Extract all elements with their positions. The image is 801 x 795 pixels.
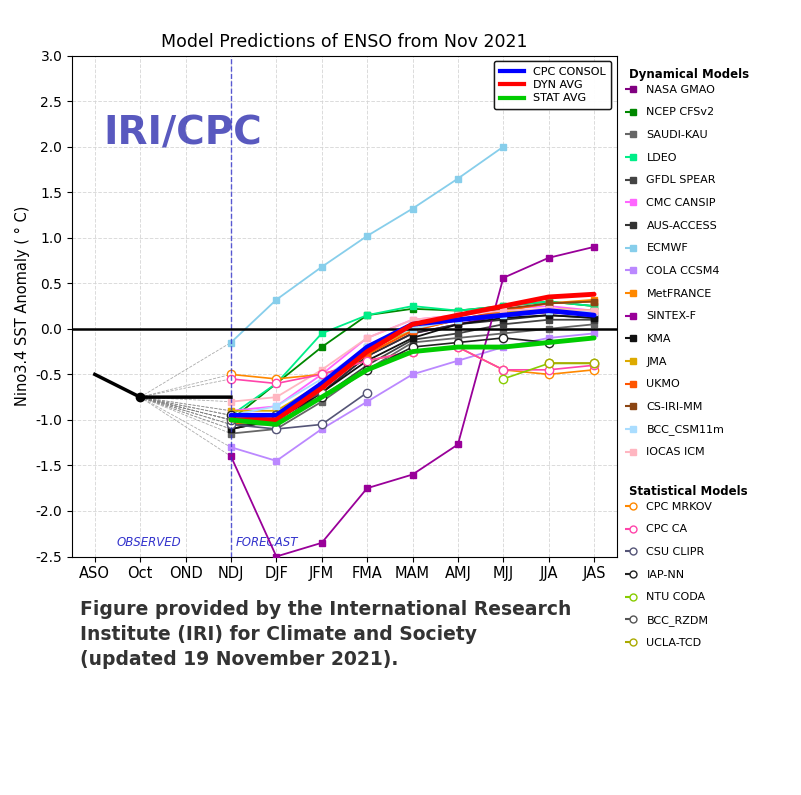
Text: CPC CA: CPC CA [646, 525, 687, 534]
Text: MetFRANCE: MetFRANCE [646, 289, 711, 299]
Text: CPC MRKOV: CPC MRKOV [646, 502, 712, 512]
Text: LDEO: LDEO [646, 153, 677, 163]
Text: OBSERVED: OBSERVED [117, 536, 182, 549]
Text: COLA CCSM4: COLA CCSM4 [646, 266, 720, 276]
Title: Model Predictions of ENSO from Nov 2021: Model Predictions of ENSO from Nov 2021 [161, 33, 528, 52]
Text: GFDL SPEAR: GFDL SPEAR [646, 176, 716, 185]
Text: SINTEX-F: SINTEX-F [646, 312, 696, 321]
Text: Statistical Models: Statistical Models [629, 485, 747, 498]
Text: JMA: JMA [646, 357, 667, 366]
Text: CSU CLIPR: CSU CLIPR [646, 547, 705, 557]
Text: IOCAS ICM: IOCAS ICM [646, 448, 705, 457]
Text: CS-IRI-MM: CS-IRI-MM [646, 402, 702, 412]
Text: SAUDI-KAU: SAUDI-KAU [646, 130, 708, 140]
Y-axis label: Nino3.4 SST Anomaly ( ° C): Nino3.4 SST Anomaly ( ° C) [15, 206, 30, 406]
Text: UCLA-TCD: UCLA-TCD [646, 638, 702, 648]
Text: NCEP CFSv2: NCEP CFSv2 [646, 107, 714, 118]
Text: IRI/CPC: IRI/CPC [103, 114, 262, 153]
Text: UKMO: UKMO [646, 379, 680, 390]
Text: KMA: KMA [646, 334, 671, 344]
Text: Dynamical Models: Dynamical Models [629, 68, 749, 80]
Legend: CPC CONSOL, DYN AVG, STAT AVG: CPC CONSOL, DYN AVG, STAT AVG [494, 61, 611, 109]
Text: NTU CODA: NTU CODA [646, 592, 706, 603]
Text: NASA GMAO: NASA GMAO [646, 85, 715, 95]
Text: Figure provided by the International Research
Institute (IRI) for Climate and So: Figure provided by the International Res… [80, 600, 571, 669]
Text: IAP-NN: IAP-NN [646, 570, 685, 580]
Text: AUS-ACCESS: AUS-ACCESS [646, 221, 717, 231]
Text: CMC CANSIP: CMC CANSIP [646, 198, 716, 208]
Text: BCC_RZDM: BCC_RZDM [646, 615, 708, 626]
Text: ECMWF: ECMWF [646, 243, 688, 254]
Text: BCC_CSM11m: BCC_CSM11m [646, 425, 724, 435]
Text: FORECAST: FORECAST [236, 536, 299, 549]
